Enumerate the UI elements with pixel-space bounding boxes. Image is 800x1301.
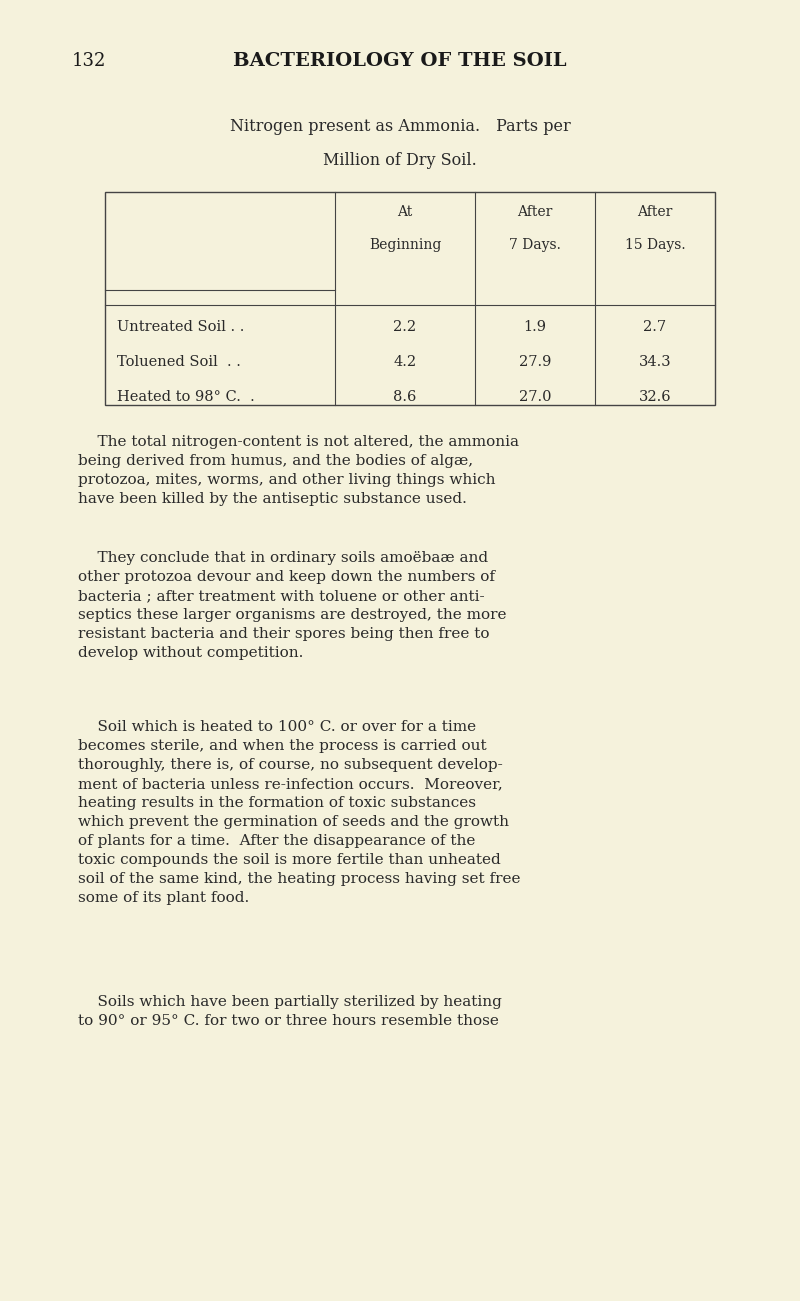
Text: 32.6: 32.6 xyxy=(638,390,671,405)
Text: Beginning: Beginning xyxy=(369,238,441,252)
Text: At: At xyxy=(398,206,413,219)
Text: Untreated Soil . .: Untreated Soil . . xyxy=(117,320,244,334)
Text: 2.2: 2.2 xyxy=(394,320,417,334)
Text: 7 Days.: 7 Days. xyxy=(509,238,561,252)
Text: The total nitrogen-content is not altered, the ammonia
being derived from humus,: The total nitrogen-content is not altere… xyxy=(78,435,519,506)
Text: 2.7: 2.7 xyxy=(643,320,666,334)
Text: Toluened Soil  . .: Toluened Soil . . xyxy=(117,355,241,369)
Text: They conclude that in ordinary soils amoëbaæ and
other protozoa devour and keep : They conclude that in ordinary soils amo… xyxy=(78,552,506,660)
Bar xyxy=(105,193,715,405)
Text: 1.9: 1.9 xyxy=(523,320,546,334)
Text: 132: 132 xyxy=(72,52,106,70)
Text: Soil which is heated to 100° C. or over for a time
becomes sterile, and when the: Soil which is heated to 100° C. or over … xyxy=(78,719,521,904)
Text: Soils which have been partially sterilized by heating
to 90° or 95° C. for two o: Soils which have been partially steriliz… xyxy=(78,995,502,1028)
Text: 27.0: 27.0 xyxy=(518,390,551,405)
Text: Million of Dry Soil.: Million of Dry Soil. xyxy=(323,152,477,169)
Text: 27.9: 27.9 xyxy=(519,355,551,369)
Text: 8.6: 8.6 xyxy=(394,390,417,405)
Text: Nitrogen present as Ammonia. Parts per: Nitrogen present as Ammonia. Parts per xyxy=(230,118,570,135)
Text: After: After xyxy=(638,206,673,219)
Text: 15 Days.: 15 Days. xyxy=(625,238,686,252)
Text: After: After xyxy=(518,206,553,219)
Text: Heated to 98° C.  .: Heated to 98° C. . xyxy=(117,390,254,405)
Text: 4.2: 4.2 xyxy=(394,355,417,369)
Text: BACTERIOLOGY OF THE SOIL: BACTERIOLOGY OF THE SOIL xyxy=(234,52,566,70)
Text: 34.3: 34.3 xyxy=(638,355,671,369)
